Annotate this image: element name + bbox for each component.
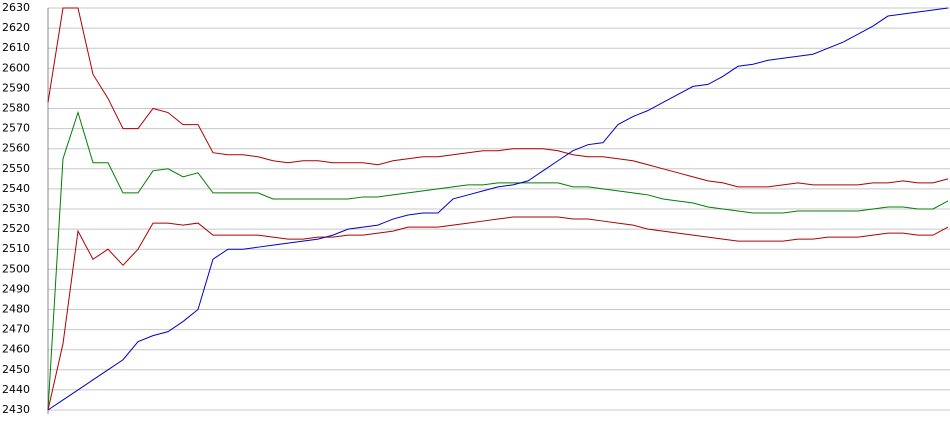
series-line xyxy=(47,7,949,411)
y-tick-label: 2540 xyxy=(2,182,30,195)
y-tick-label: 2580 xyxy=(2,102,30,115)
y-tick-label: 2610 xyxy=(2,41,30,54)
series-line xyxy=(47,7,949,188)
y-tick-label: 2620 xyxy=(2,21,30,34)
y-tick-label: 2430 xyxy=(2,403,30,416)
y-tick-label: 2630 xyxy=(2,1,30,14)
y-tick-label: 2520 xyxy=(2,222,30,235)
y-tick-label: 2440 xyxy=(2,383,30,396)
y-tick-label: 2450 xyxy=(2,363,30,376)
y-tick-label: 2490 xyxy=(2,282,30,295)
y-tick-label: 2500 xyxy=(2,262,30,275)
y-tick-label: 2600 xyxy=(2,61,30,74)
y-tick-label: 2470 xyxy=(2,323,30,336)
y-tick-label: 2560 xyxy=(2,142,30,155)
y-tick-label: 2530 xyxy=(2,202,30,215)
y-tick-label: 2590 xyxy=(2,81,30,94)
y-tick-label: 2550 xyxy=(2,162,30,175)
series-line xyxy=(47,110,949,411)
y-tick-label: 2480 xyxy=(2,303,30,316)
y-tick-label: 2570 xyxy=(2,122,30,135)
y-tick-label: 2460 xyxy=(2,343,30,356)
series-line xyxy=(47,216,949,411)
y-tick-label: 2510 xyxy=(2,242,30,255)
